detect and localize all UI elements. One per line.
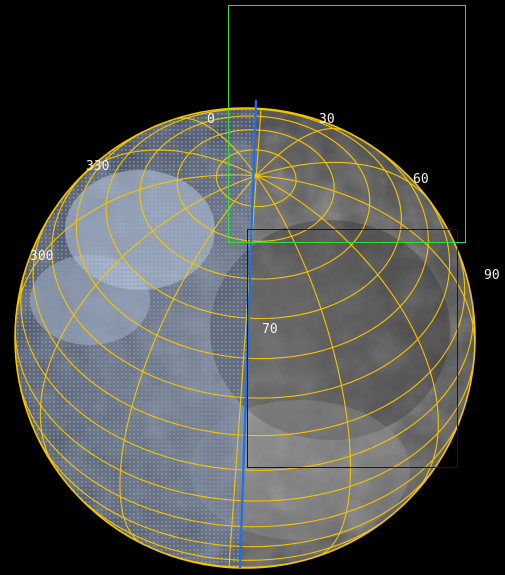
label-300: 300 bbox=[30, 249, 54, 264]
parallel-line bbox=[15, 321, 475, 502]
label-90: 90 bbox=[484, 268, 500, 283]
meridian-line bbox=[256, 175, 475, 355]
meridian-line bbox=[256, 175, 439, 499]
central-meridian-line bbox=[238, 99, 258, 569]
selection-box-dark[interactable] bbox=[247, 229, 458, 468]
meridian-line bbox=[76, 149, 257, 182]
parallel-line bbox=[75, 119, 429, 360]
label-70: 70 bbox=[262, 322, 278, 337]
label-zero: 0 bbox=[207, 112, 215, 127]
meridian-line bbox=[255, 108, 262, 176]
parallel-line bbox=[35, 433, 440, 548]
label-60: 60 bbox=[413, 172, 429, 187]
meridian-line bbox=[171, 117, 257, 177]
meridian-line bbox=[15, 174, 257, 323]
lat-long-grid bbox=[15, 108, 475, 568]
meridian-line bbox=[255, 128, 348, 177]
parallel-line bbox=[32, 213, 466, 437]
parallel-line bbox=[139, 115, 371, 280]
globe-limb bbox=[14, 107, 476, 569]
meridian-line bbox=[39, 175, 257, 474]
selection-box-green[interactable] bbox=[228, 5, 466, 243]
parallel-line bbox=[51, 162, 451, 399]
label-330: 330 bbox=[86, 159, 110, 174]
parallel-line bbox=[17, 375, 466, 528]
parallel-line bbox=[215, 149, 297, 208]
parallel-line bbox=[105, 108, 402, 320]
label-30: 30 bbox=[319, 112, 335, 127]
parallel-line bbox=[176, 129, 335, 242]
meridian-line bbox=[256, 161, 435, 207]
